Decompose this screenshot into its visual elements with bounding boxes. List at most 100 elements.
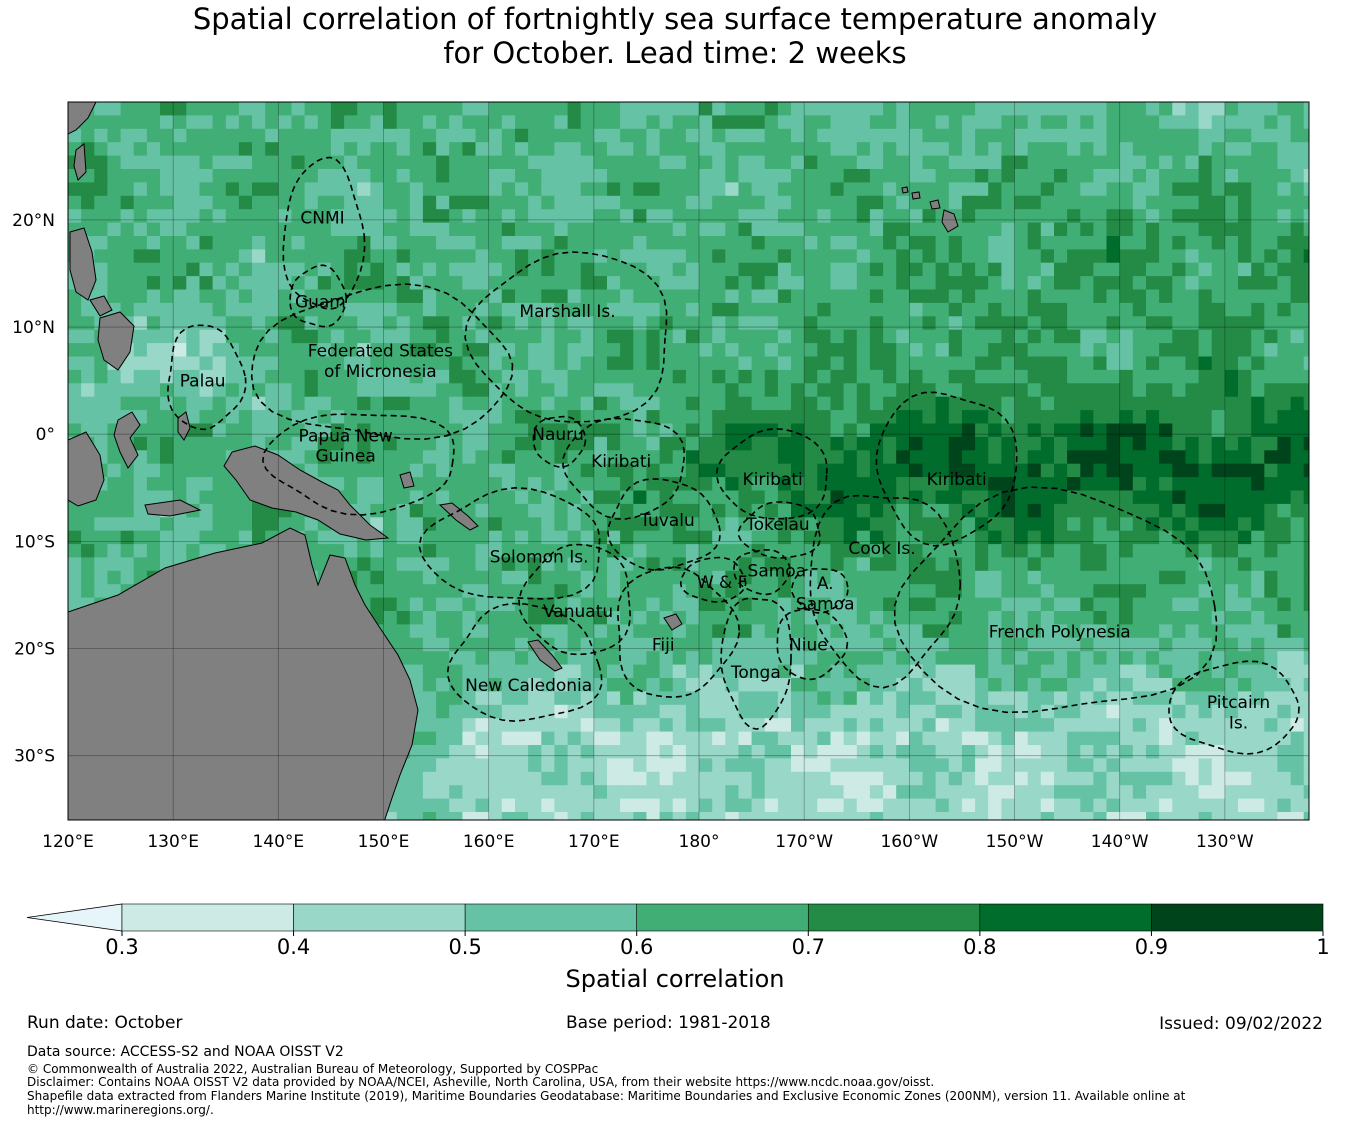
field-cell bbox=[764, 369, 779, 384]
field-cell bbox=[580, 450, 595, 465]
field-cell bbox=[620, 356, 634, 371]
field-cell bbox=[725, 289, 739, 304]
field-cell bbox=[764, 329, 779, 344]
field-cell bbox=[554, 396, 569, 411]
field-cell bbox=[1080, 557, 1094, 572]
field-cell bbox=[593, 597, 608, 612]
field-cell bbox=[462, 182, 477, 197]
field-cell bbox=[449, 758, 463, 773]
field-cell bbox=[1303, 503, 1309, 518]
field-cell bbox=[1277, 169, 1292, 183]
field-cell bbox=[633, 436, 647, 451]
field-cell bbox=[935, 383, 950, 398]
field-cell bbox=[133, 209, 148, 224]
field-cell bbox=[869, 651, 884, 666]
field-cell bbox=[422, 262, 437, 277]
field-cell bbox=[146, 410, 161, 425]
field-cell bbox=[764, 209, 779, 224]
field-cell bbox=[659, 691, 674, 706]
field-cell bbox=[633, 530, 647, 545]
field-cell bbox=[94, 169, 108, 183]
field-cell bbox=[725, 423, 739, 438]
field-cell bbox=[896, 691, 910, 706]
field-cell bbox=[712, 182, 726, 197]
field-cell bbox=[896, 115, 910, 130]
field-cell bbox=[567, 222, 582, 237]
field-cell bbox=[948, 155, 963, 170]
field-cell bbox=[396, 356, 411, 371]
field-cell bbox=[1224, 182, 1239, 197]
field-cell bbox=[935, 329, 950, 344]
field-cell bbox=[896, 651, 910, 666]
field-cell bbox=[856, 182, 871, 197]
field-cell bbox=[409, 678, 424, 692]
field-cell bbox=[1093, 182, 1108, 197]
field-cell bbox=[804, 477, 818, 492]
field-cell bbox=[133, 316, 148, 331]
field-cell bbox=[186, 477, 200, 492]
field-cell bbox=[1027, 477, 1042, 492]
field-cell bbox=[961, 383, 976, 398]
field-cell bbox=[607, 477, 621, 492]
field-cell bbox=[357, 102, 371, 116]
field-cell bbox=[725, 463, 739, 478]
field-cell bbox=[146, 276, 161, 291]
field-cell bbox=[764, 356, 779, 371]
field-cell bbox=[1198, 731, 1213, 746]
field-cell bbox=[699, 423, 713, 438]
field-cell bbox=[554, 557, 569, 572]
field-cell bbox=[1198, 249, 1213, 264]
field-cell bbox=[909, 289, 924, 304]
field-cell bbox=[935, 678, 950, 692]
field-cell bbox=[1211, 704, 1226, 719]
field-cell bbox=[685, 329, 700, 344]
field-cell bbox=[1159, 343, 1173, 358]
field-cell bbox=[712, 396, 726, 411]
field-cell bbox=[791, 142, 805, 157]
field-cell bbox=[212, 343, 227, 358]
field-cell bbox=[791, 155, 805, 170]
field-cell bbox=[935, 463, 950, 478]
field-cell bbox=[1251, 436, 1265, 451]
field-cell bbox=[791, 410, 805, 425]
field-cell bbox=[1146, 155, 1160, 170]
field-cell bbox=[1027, 691, 1042, 706]
field-cell bbox=[107, 102, 122, 116]
field-cell bbox=[1132, 423, 1147, 438]
field-cell bbox=[817, 236, 831, 250]
field-cell bbox=[804, 436, 818, 451]
field-cell bbox=[1290, 771, 1305, 786]
field-cell bbox=[633, 383, 647, 398]
field-cell bbox=[1040, 731, 1055, 746]
field-cell bbox=[488, 289, 503, 304]
field-cell bbox=[1251, 396, 1265, 411]
field-cell bbox=[1303, 436, 1309, 451]
field-cell bbox=[1264, 557, 1278, 572]
field-cell bbox=[107, 570, 122, 585]
field-cell bbox=[396, 383, 411, 398]
field-cell bbox=[1290, 329, 1305, 344]
field-cell bbox=[462, 637, 477, 652]
field-cell bbox=[764, 745, 779, 759]
field-cell bbox=[370, 544, 385, 559]
field-cell bbox=[620, 102, 634, 116]
field-cell bbox=[1198, 463, 1213, 478]
field-cell bbox=[961, 463, 976, 478]
field-cell bbox=[764, 262, 779, 277]
field-cell bbox=[212, 316, 227, 331]
field-cell bbox=[370, 128, 385, 143]
field-cell bbox=[659, 195, 674, 210]
field-cell bbox=[278, 276, 292, 291]
field-cell bbox=[567, 302, 582, 317]
field-cell bbox=[1211, 436, 1226, 451]
field-cell bbox=[1264, 236, 1278, 250]
field-cell bbox=[1080, 731, 1094, 746]
field-cell bbox=[1106, 302, 1121, 317]
field-cell bbox=[593, 758, 608, 773]
field-cell bbox=[317, 249, 332, 264]
field-cell bbox=[699, 463, 713, 478]
field-cell bbox=[1119, 396, 1134, 411]
field-cell bbox=[659, 423, 674, 438]
field-cell bbox=[344, 329, 358, 344]
field-cell bbox=[357, 369, 371, 384]
